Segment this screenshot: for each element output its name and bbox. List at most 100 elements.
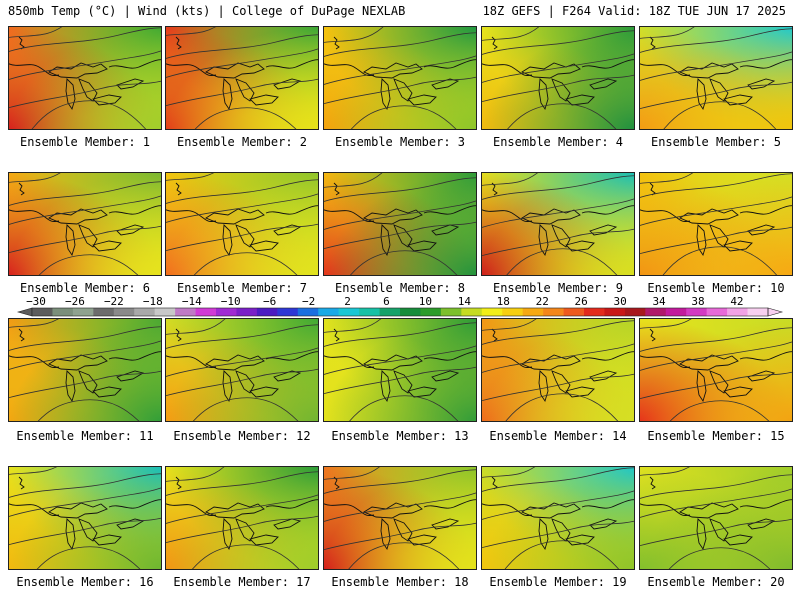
colorbar-swatch [154, 308, 176, 316]
ensemble-member-map [639, 172, 793, 276]
colorbar-swatch [72, 308, 94, 316]
colorbar-tick-label: 22 [536, 295, 549, 308]
colorbar-swatch [175, 308, 196, 316]
ensemble-member-label: Ensemble Member: 1 [19, 135, 151, 149]
ensemble-member-label: Ensemble Member: 10 [647, 281, 785, 295]
colorbar-tick-label: −6 [263, 295, 276, 308]
ensemble-member-map [165, 172, 319, 276]
colorbar-swatch [400, 308, 421, 316]
colorbar-swatch [727, 308, 748, 316]
colorbar-low-arrow [16, 307, 33, 317]
colorbar-swatch [686, 308, 707, 316]
colorbar-swatch [359, 308, 380, 316]
colorbar-tick-label: −14 [182, 295, 202, 308]
colorbar-swatch [522, 308, 544, 316]
colorbar-swatch [195, 308, 217, 316]
colorbar-swatch [481, 308, 503, 316]
colorbar-tick-label: 10 [419, 295, 432, 308]
ensemble-member-map [481, 172, 635, 276]
colorbar-swatch [32, 308, 53, 316]
colorbar-swatch [297, 308, 319, 316]
ensemble-member-label: Ensemble Member: 17 [173, 575, 311, 589]
ensemble-member-map [8, 318, 162, 422]
colorbar-swatch [216, 308, 237, 316]
ensemble-member-label: Ensemble Member: 9 [492, 281, 624, 295]
ensemble-member-map [165, 26, 319, 130]
ensemble-member-label: Ensemble Member: 20 [647, 575, 785, 589]
ensemble-member-label: Ensemble Member: 5 [650, 135, 782, 149]
ensemble-member-map [323, 172, 477, 276]
ensemble-member-label: Ensemble Member: 19 [489, 575, 627, 589]
colorbar-tick-label: −2 [302, 295, 315, 308]
ensemble-member-map [165, 318, 319, 422]
temperature-colorbar: −30 −26 −22 −18 −14 −10 −6 −2 2 6 10 14 18 22 26 30 34 38… [16, 295, 784, 317]
colorbar-swatch [420, 308, 442, 316]
model-run-info: 18Z GEFS | F264 Valid: 18Z TUE JUN 17 20… [482, 4, 786, 18]
colorbar-swatch [134, 308, 155, 316]
colorbar-swatch [665, 308, 687, 316]
ensemble-member-map [8, 172, 162, 276]
colorbar-swatch [645, 308, 667, 316]
colorbar-swatch [379, 308, 401, 316]
colorbar-tick-label: −30 [26, 295, 46, 308]
colorbar-tick-label: 34 [652, 295, 666, 308]
colorbar-high-arrow [767, 307, 784, 317]
ensemble-member-label: Ensemble Member: 7 [176, 281, 308, 295]
colorbar-swatch [461, 308, 483, 316]
ensemble-member-label: Ensemble Member: 2 [176, 135, 308, 149]
colorbar-swatch [604, 308, 626, 316]
ensemble-member-label: Ensemble Member: 3 [334, 135, 466, 149]
ensemble-member-map [8, 466, 162, 570]
ensemble-member-map [639, 318, 793, 422]
ensemble-member-label: Ensemble Member: 4 [492, 135, 624, 149]
ensemble-member-label: Ensemble Member: 18 [331, 575, 469, 589]
colorbar-tick-label: 26 [575, 295, 588, 308]
colorbar-swatch [543, 308, 564, 316]
colorbar-swatch [256, 308, 278, 316]
colorbar-tick-label: 18 [497, 295, 510, 308]
colorbar-tick-label: 14 [458, 295, 472, 308]
colorbar-tick-label: −26 [65, 295, 85, 308]
colorbar-swatch [93, 308, 115, 316]
colorbar-tick-label: −10 [221, 295, 241, 308]
colorbar-swatch [747, 308, 769, 316]
colorbar-swatch [338, 308, 360, 316]
colorbar-tick-label: 42 [730, 295, 743, 308]
colorbar-tick-label: 2 [344, 295, 351, 308]
ensemble-member-label: Ensemble Member: 12 [173, 429, 311, 443]
colorbar-swatch [318, 308, 339, 316]
ensemble-member-label: Ensemble Member: 16 [16, 575, 154, 589]
colorbar-swatch [236, 308, 258, 316]
colorbar-swatch [624, 308, 646, 316]
ensemble-member-label: Ensemble Member: 15 [647, 429, 785, 443]
ensemble-member-map [323, 318, 477, 422]
colorbar-tick-label: 6 [383, 295, 390, 308]
colorbar-swatch [563, 308, 585, 316]
ensemble-member-map [481, 466, 635, 570]
ensemble-member-map [323, 466, 477, 570]
colorbar-swatch [52, 308, 74, 316]
colorbar-swatch [113, 308, 135, 316]
colorbar-tick-label: 38 [691, 295, 704, 308]
ensemble-member-map [639, 466, 793, 570]
colorbar-swatch [277, 308, 299, 316]
colorbar-swatch [584, 308, 605, 316]
ensemble-member-map [481, 26, 635, 130]
colorbar-tick-label: 30 [614, 295, 627, 308]
colorbar-tick-label: −18 [143, 295, 163, 308]
ensemble-member-label: Ensemble Member: 8 [334, 281, 466, 295]
colorbar-swatch [502, 308, 523, 316]
ensemble-member-label: Ensemble Member: 6 [19, 281, 151, 295]
ensemble-member-label: Ensemble Member: 14 [489, 429, 627, 443]
ensemble-member-label: Ensemble Member: 13 [331, 429, 469, 443]
ensemble-member-map [165, 466, 319, 570]
ensemble-member-label: Ensemble Member: 11 [16, 429, 154, 443]
ensemble-member-map [323, 26, 477, 130]
colorbar-swatch [440, 308, 462, 316]
map-title: 850mb Temp (°C) | Wind (kts) | College o… [8, 4, 406, 18]
ensemble-member-map [481, 318, 635, 422]
ensemble-member-map [639, 26, 793, 130]
colorbar-tick-label: −22 [104, 295, 124, 308]
colorbar-swatch [706, 308, 728, 316]
ensemble-member-map [8, 26, 162, 130]
